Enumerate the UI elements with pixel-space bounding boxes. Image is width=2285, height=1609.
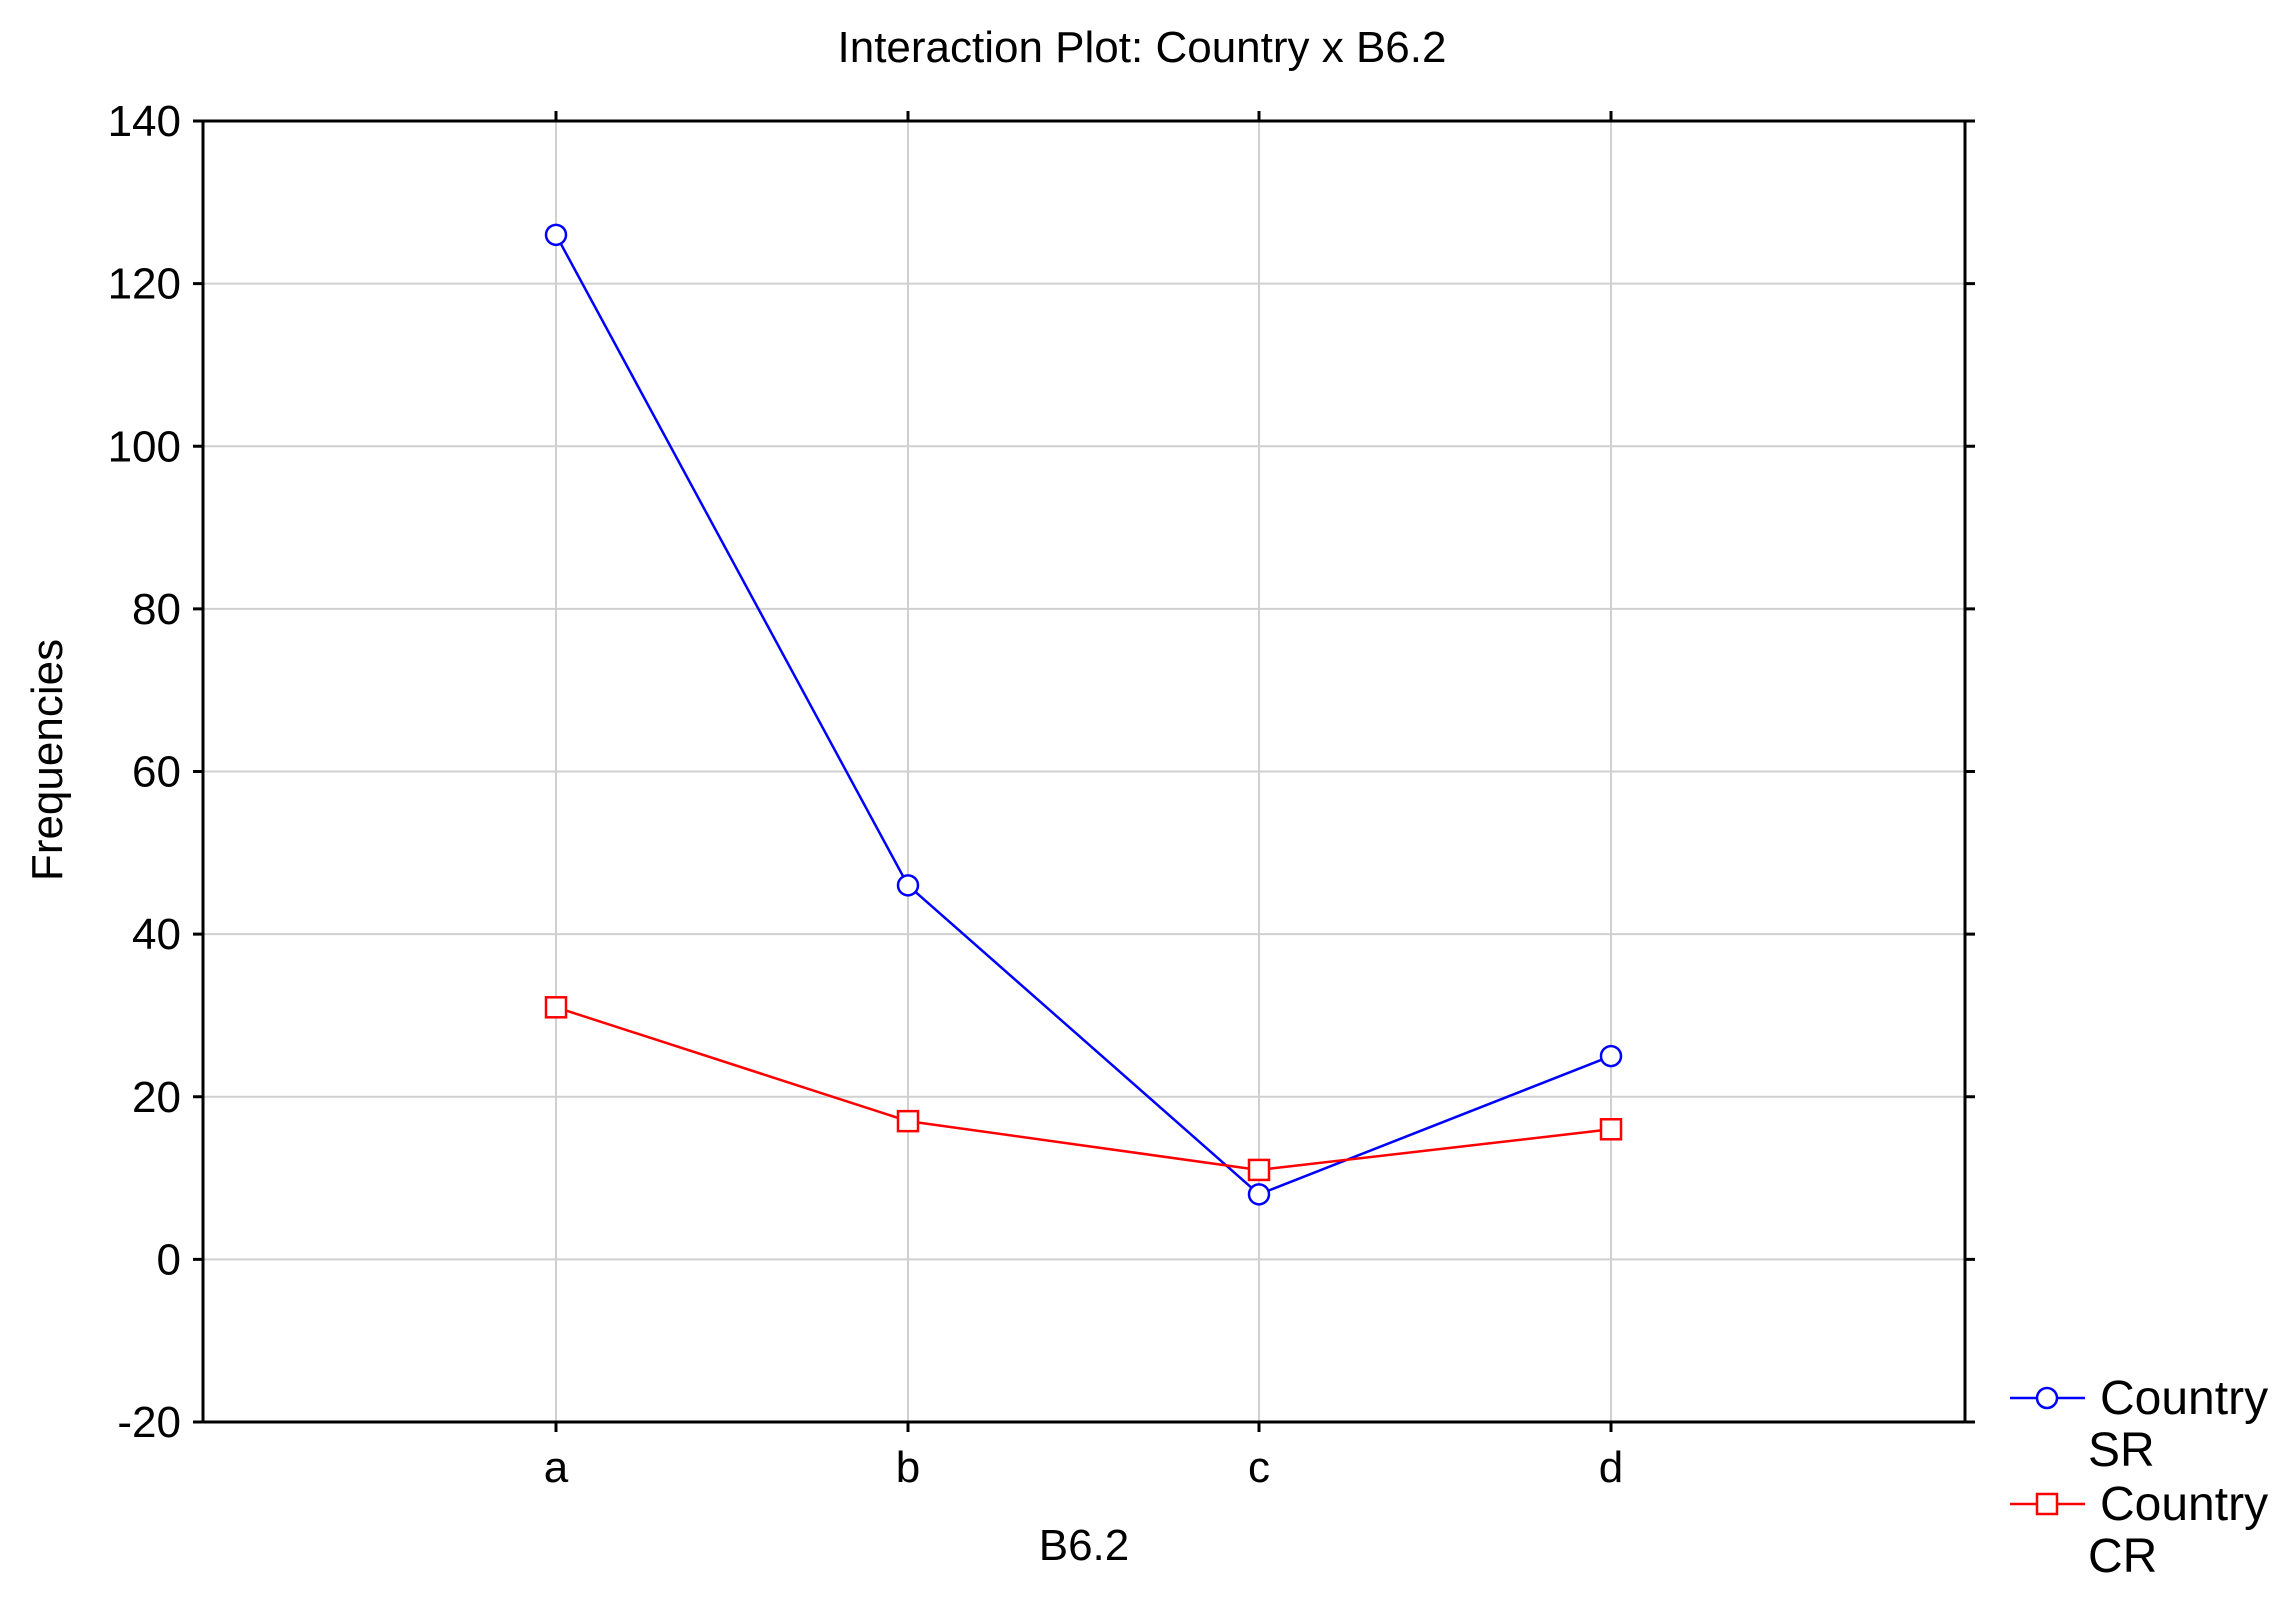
x-tick-label: a: [544, 1443, 569, 1492]
y-axis: -20 0 20 40 60 80 100 120 140: [108, 97, 1975, 1447]
data-point: [1247, 1183, 1271, 1206]
legend-marker: [2035, 1386, 2059, 1410]
data-point: [1599, 1118, 1623, 1141]
y-axis-label: Frequencies: [23, 639, 72, 881]
series-cr: [544, 996, 1623, 1182]
data-point: [896, 874, 920, 897]
y-tick-label: 40: [132, 910, 181, 959]
data-point: [544, 223, 568, 247]
y-tick-label: 0: [157, 1235, 181, 1284]
grid-lines: [203, 121, 1965, 1422]
x-axis-label: B6.2: [1039, 1521, 1130, 1570]
y-tick-label: 80: [132, 585, 181, 634]
series-line: [555, 1006, 1612, 1172]
y-tick-label: 20: [132, 1073, 181, 1122]
data-point: [1599, 1044, 1623, 1068]
data-point: [896, 1109, 920, 1133]
chart-title: Interaction Plot: Country x B6.2: [838, 23, 1447, 72]
data-point: [1247, 1158, 1271, 1182]
legend-label-line1: Country: [2100, 1372, 2268, 1425]
x-tick-label: d: [1599, 1443, 1623, 1492]
y-tick-label: 140: [108, 97, 181, 146]
legend-label-line1: Country: [2100, 1478, 2268, 1531]
x-tick-label: c: [1248, 1443, 1270, 1492]
y-tick-label: 100: [108, 422, 181, 471]
data-point: [544, 996, 568, 1019]
series-sr: [544, 223, 1623, 1206]
legend-label-line2: CR: [2088, 1530, 2157, 1583]
y-tick-label: 120: [108, 260, 181, 309]
legend-marker: [2035, 1492, 2059, 1516]
data-series: [544, 223, 1623, 1206]
y-tick-label: -20: [117, 1398, 181, 1447]
legend-label-line2: SR: [2088, 1424, 2155, 1477]
y-tick-label: 60: [132, 748, 181, 797]
x-axis: a b c d: [544, 111, 1623, 1492]
x-tick-label: b: [896, 1443, 920, 1492]
series-line: [554, 234, 1612, 1196]
